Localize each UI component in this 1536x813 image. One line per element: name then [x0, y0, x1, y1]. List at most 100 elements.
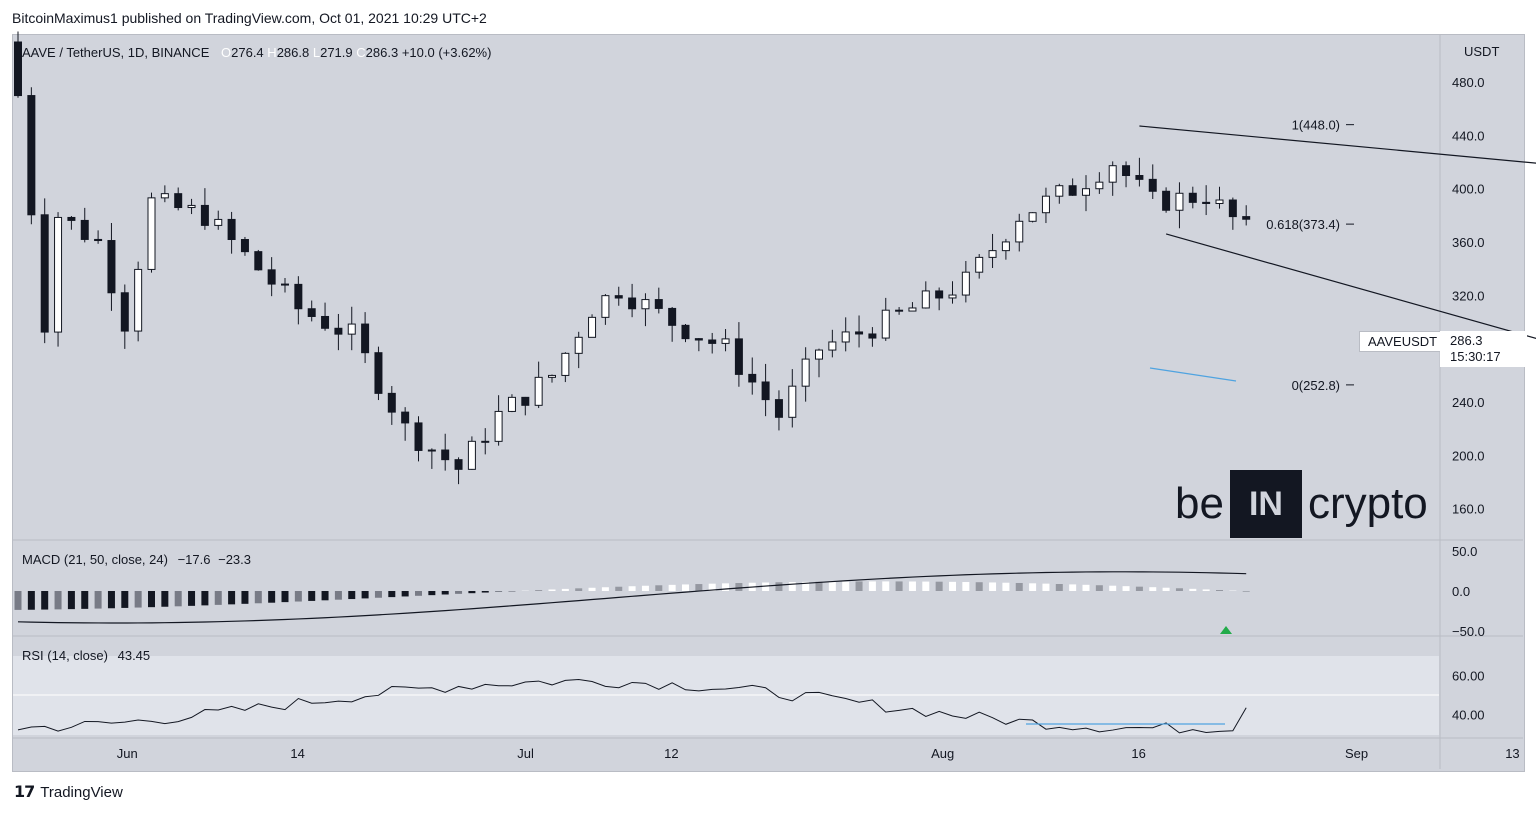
candle-body: [734, 338, 743, 375]
price-tick: 240.0: [1452, 395, 1485, 410]
candle-body: [147, 197, 156, 270]
rsi-tick: 60.00: [1452, 669, 1485, 684]
chart-frame[interactable]: [12, 34, 1525, 772]
candle-body: [454, 459, 463, 470]
macd-bar: [1216, 590, 1223, 591]
candle-body: [441, 449, 450, 461]
macd-bar: [281, 591, 289, 603]
price-tick: 440.0: [1452, 128, 1485, 143]
candle-body: [935, 290, 944, 299]
macd-bar: [641, 585, 649, 591]
candle-body: [200, 204, 209, 226]
macd-bar: [1002, 582, 1010, 591]
trendlines-layer: [1139, 125, 1536, 382]
macd-bar: [1055, 584, 1063, 591]
candle-body: [788, 385, 797, 418]
candle-body: [1228, 199, 1237, 218]
rsi-legend: RSI (14, close) 43.45: [22, 648, 150, 663]
candle-body: [401, 411, 410, 424]
legend-h-label: H: [267, 45, 277, 60]
candle-body: [1041, 195, 1050, 214]
legend-o-label: O: [221, 45, 232, 60]
becrypto-watermark: be IN crypto: [1175, 470, 1428, 538]
macd-bar: [308, 591, 316, 601]
macd-bar: [1095, 585, 1103, 591]
candle-body: [948, 294, 957, 299]
candle-body: [14, 41, 22, 97]
price-tick: 480.0: [1452, 75, 1485, 90]
macd-bar: [455, 591, 463, 594]
macd-bar: [1082, 584, 1090, 591]
price-tick: 360.0: [1452, 235, 1485, 250]
fib-label: 1(448.0): [1292, 118, 1340, 133]
candle-body: [1028, 212, 1037, 222]
macd-bar: [615, 586, 623, 591]
macd-bar: [321, 591, 329, 601]
macd-bar: [775, 582, 783, 591]
candle-body: [815, 349, 823, 360]
legend-low: 271.9: [320, 45, 353, 60]
legend-symbol: AAVE / TetherUS, 1D, BINANCE: [22, 45, 210, 60]
legend-change: +10.0 (+3.62%): [401, 45, 492, 60]
macd-legend: MACD (21, 50, close, 24) −17.6 −23.3: [22, 552, 251, 567]
macd-bar: [241, 591, 249, 604]
macd-bar: [374, 591, 382, 598]
macd-bar: [1042, 583, 1050, 591]
candle-body: [160, 193, 169, 199]
wedge-trendline: [1139, 125, 1536, 164]
macd-bar: [828, 581, 836, 591]
candle-body: [841, 331, 850, 343]
candle-body: [1215, 199, 1224, 204]
macd-bar: [361, 591, 369, 599]
candle-body: [94, 238, 103, 242]
macd-bar: [441, 591, 449, 595]
candle-body: [588, 316, 597, 338]
candle-body: [307, 308, 316, 317]
macd-bar: [134, 591, 142, 608]
time-tick: 16: [1131, 746, 1145, 761]
macd-bar: [1029, 583, 1037, 591]
candle-body: [214, 218, 223, 226]
candle-body: [908, 307, 917, 312]
time-tick: Aug: [931, 746, 954, 761]
macd-bar: [495, 591, 503, 592]
macd-bar: [975, 582, 983, 591]
macd-bar: [588, 587, 596, 591]
tradingview-logo-icon: 𝟭𝟳: [14, 784, 35, 801]
macd-bar: [428, 591, 436, 596]
macd-bar: [1162, 587, 1170, 591]
candle-body: [881, 309, 890, 339]
price-tick: 400.0: [1452, 182, 1485, 197]
macd-bar: [1015, 582, 1023, 591]
candle-body: [374, 352, 383, 394]
macd-bar: [214, 591, 222, 605]
candle-body: [1082, 188, 1090, 196]
time-tick: 14: [290, 746, 304, 761]
tradingview-footer[interactable]: 𝟭𝟳 TradingView: [14, 782, 123, 802]
candle-body: [961, 271, 970, 296]
candle-body: [507, 396, 516, 412]
time-tick: 13: [1505, 746, 1519, 761]
candle-body: [294, 283, 303, 310]
macd-bar: [561, 588, 569, 591]
candle-body: [1055, 185, 1064, 197]
macd-bar: [388, 591, 396, 598]
candle-body: [80, 219, 89, 240]
candle-body: [1202, 201, 1211, 204]
symbol-price-tag: AAVEUSDT: [1359, 331, 1447, 352]
macd-bar: [882, 581, 890, 591]
candle-body: [601, 295, 610, 318]
macd-bar: [81, 591, 89, 609]
candle-body: [1068, 185, 1077, 196]
macd-bar: [695, 584, 703, 591]
candles-layer: [14, 31, 1251, 485]
macd-bar: [161, 591, 169, 607]
macd-bar: [682, 584, 689, 591]
macd-bar: [14, 591, 22, 610]
macd-bar: [802, 581, 810, 591]
macd-bar: [842, 581, 850, 591]
macd-bar: [1122, 586, 1130, 591]
candle-body: [67, 216, 76, 221]
candle-body: [27, 95, 36, 216]
